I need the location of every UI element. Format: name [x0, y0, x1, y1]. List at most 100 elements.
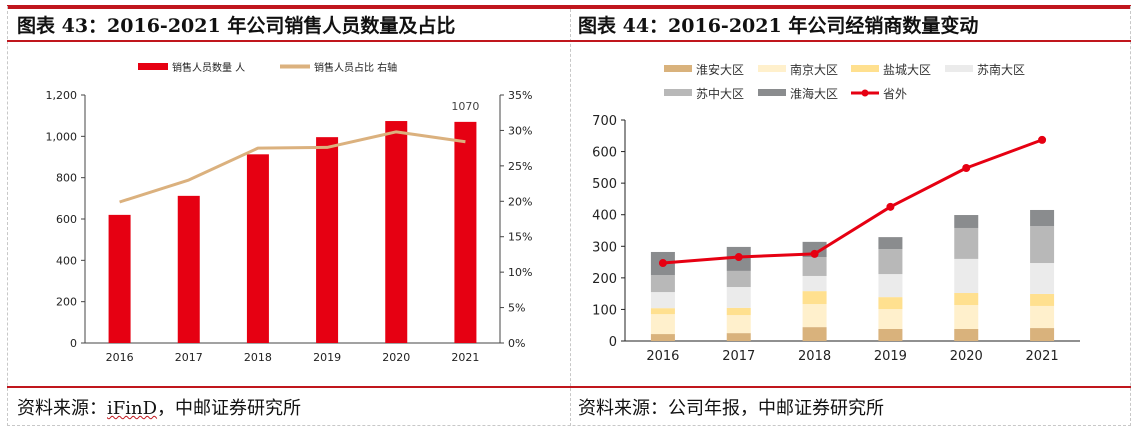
y-tick-label: 200: [592, 272, 617, 287]
legend-swatch: [945, 65, 973, 72]
bar-segment-南京大区: [1030, 305, 1055, 329]
legend-label: 淮安大区: [696, 62, 744, 77]
x-tick-label: 2020: [382, 351, 410, 364]
bar-segment-盐城大区: [878, 297, 903, 310]
legend-swatch: [664, 65, 692, 72]
left-tick-label: 0: [70, 337, 77, 350]
bar-segment-盐城大区: [802, 291, 827, 305]
bar-segment-淮安大区: [802, 327, 827, 341]
bar-segment-南京大区: [954, 305, 979, 330]
chart-44-source: 资料来源：公司年报，中邮证券研究所: [578, 394, 884, 420]
source-prefix: 资料来源：: [17, 398, 107, 419]
x-tick-label: 2021: [451, 351, 479, 364]
data-label: 1070: [451, 100, 479, 113]
bar-segment-南京大区: [650, 314, 675, 335]
bar-segment-苏中大区: [954, 227, 979, 259]
y-tick-label: 100: [592, 303, 617, 318]
bar-segment-苏中大区: [1030, 226, 1055, 264]
point-out-of-province: [658, 259, 667, 268]
bar-segment-南京大区: [802, 304, 827, 328]
chart-44-title: 图表 44：2016-2021 年公司经销商数量变动: [578, 15, 979, 37]
bar-segment-南京大区: [726, 315, 751, 334]
bar-sales-staff: [316, 137, 339, 343]
bar-segment-苏南大区: [878, 274, 903, 298]
sales-staff-chart: 销售人员数量 人 销售人员占比 右轴 0 200 400 600 800 1,000 1,200…: [46, 61, 533, 364]
source-ifind: iFinD: [107, 398, 158, 419]
legend-label: 苏南大区: [977, 62, 1025, 77]
bar-segment-苏中大区: [650, 275, 675, 293]
right-tick-label: 5%: [508, 302, 525, 315]
left-tick-label: 600: [56, 213, 77, 226]
bar-segment-苏南大区: [802, 275, 827, 292]
y-tick-label: 400: [592, 209, 617, 224]
legend-label: 淮海大区: [790, 86, 838, 101]
legend-swatch: [758, 65, 786, 72]
header-rule: [7, 40, 1131, 42]
bar-segment-南京大区: [878, 309, 903, 330]
bar-segment-苏南大区: [726, 287, 751, 308]
bar-segment-淮安大区: [1030, 328, 1055, 341]
bar-sales-staff: [108, 214, 131, 343]
legend-label: 南京大区: [790, 62, 838, 77]
y-tick-label: 500: [592, 177, 617, 192]
y-tick-label: 0: [609, 335, 617, 350]
legend-label: 苏中大区: [696, 86, 744, 101]
bar-segment-盐城大区: [726, 307, 751, 316]
bar-sales-staff: [246, 154, 269, 343]
x-tick-label: 2017: [722, 349, 755, 364]
bar-segment-淮安大区: [878, 329, 903, 341]
x-tick-label: 2019: [313, 351, 341, 364]
bar-segment-苏南大区: [1030, 263, 1055, 294]
bar-segment-淮安大区: [726, 333, 751, 341]
bar-segment-淮海大区: [954, 215, 979, 228]
left-tick-label: 400: [56, 254, 77, 267]
top-red-bar: [7, 5, 1131, 9]
legend-marker: [861, 89, 869, 97]
legend-bar-label: 销售人员数量 人: [172, 61, 245, 74]
left-tick-label: 1,000: [46, 130, 78, 143]
chart-43-source: 资料来源：iFinD，中邮证券研究所: [17, 394, 301, 420]
right-tick-label: 10%: [508, 266, 532, 279]
bar-segment-苏南大区: [650, 292, 675, 309]
legend-swatch: [664, 89, 692, 96]
bar-sales-staff: [385, 121, 408, 343]
x-tick-label: 2016: [106, 351, 134, 364]
source-suffix: ，中邮证券研究所: [157, 398, 302, 419]
source-suffix: 公司年报，中邮证券研究所: [668, 398, 884, 419]
right-tick-label: 25%: [508, 160, 532, 173]
panel-divider: [570, 9, 571, 426]
right-tick-label: 30%: [508, 124, 532, 137]
bar-segment-盐城大区: [650, 308, 675, 315]
bar-segment-淮海大区: [1030, 209, 1055, 227]
x-tick-label: 2018: [244, 351, 272, 364]
point-out-of-province: [886, 202, 895, 211]
bar-segment-苏中大区: [878, 249, 903, 275]
legend-bar-swatch: [138, 63, 168, 70]
x-tick-label: 2016: [646, 349, 679, 364]
left-tick-label: 200: [56, 296, 77, 309]
point-out-of-province: [1038, 135, 1047, 144]
x-tick-label: 2018: [798, 349, 831, 364]
y-tick-label: 300: [592, 240, 617, 255]
right-tick-label: 35%: [508, 89, 532, 102]
right-tick-label: 0%: [508, 337, 525, 350]
right-tick-label: 20%: [508, 195, 532, 208]
x-tick-label: 2017: [175, 351, 203, 364]
bar-segment-淮安大区: [650, 334, 675, 341]
legend-swatch: [851, 65, 879, 72]
bar-sales-staff: [454, 121, 477, 343]
left-tick-label: 1,200: [46, 89, 78, 102]
bar-segment-苏中大区: [726, 270, 751, 288]
y-tick-label: 600: [592, 146, 617, 161]
point-out-of-province: [734, 253, 743, 262]
legend-swatch: [758, 89, 786, 96]
line-out-of-province: [662, 138, 1043, 265]
y-tick-label: 700: [592, 114, 617, 129]
bar-segment-盐城大区: [954, 293, 979, 306]
chart-43-title: 图表 43：2016-2021 年公司销售人员数量及占比: [17, 15, 456, 37]
bar-segment-盐城大区: [1030, 293, 1055, 306]
x-tick-label: 2020: [950, 349, 983, 364]
bar-segment-苏南大区: [954, 258, 979, 294]
bar-sales-staff: [177, 195, 200, 343]
